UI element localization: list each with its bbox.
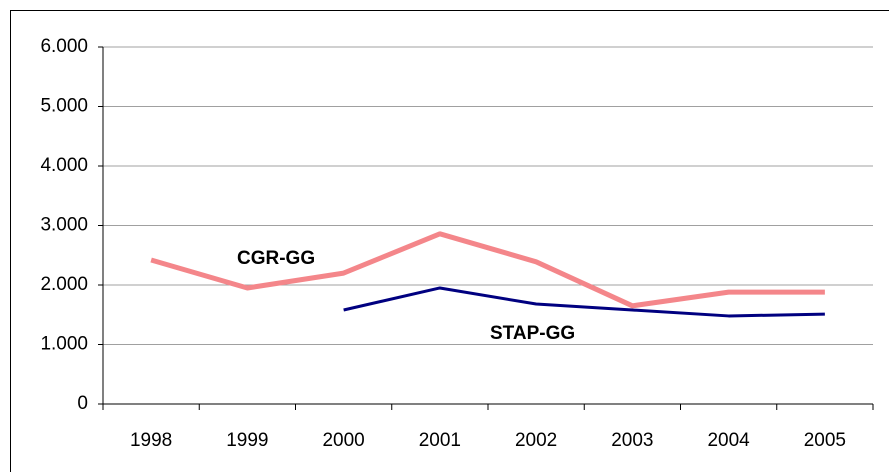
series-label: STAP-GG (490, 323, 575, 344)
y-tick-label: 1.000 (40, 334, 88, 355)
x-tick-label: 2000 (322, 430, 364, 451)
x-tick-label: 1998 (130, 430, 172, 451)
y-tick-label: 6.000 (40, 36, 88, 57)
y-tick-label: 5.000 (40, 96, 88, 117)
series-line (343, 286, 825, 318)
x-tick-label: 2003 (611, 430, 653, 451)
x-tick-label: 2005 (804, 430, 846, 451)
chart-border (10, 10, 889, 472)
y-tick-label: 4.000 (40, 155, 88, 176)
series-line (150, 231, 825, 309)
series-label: CGR-GG (237, 248, 315, 269)
y-tick-label: 2.000 (40, 274, 88, 295)
y-tick-label: 0 (77, 393, 88, 414)
y-tick-label: 3.000 (40, 215, 88, 236)
x-tick-label: 2004 (707, 430, 750, 451)
x-tick-label: 2002 (515, 430, 557, 451)
x-tick-label: 2001 (419, 430, 461, 451)
x-tick-label: 1999 (226, 430, 268, 451)
